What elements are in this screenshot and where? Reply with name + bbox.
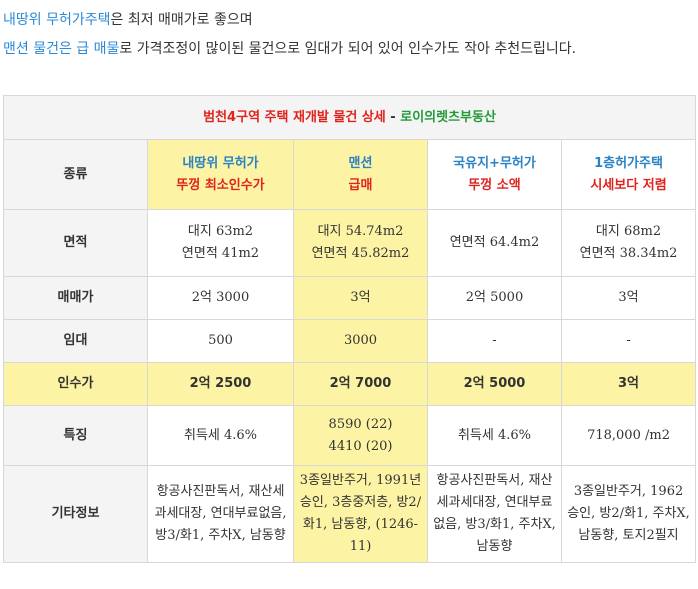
type-line-1: 1층허가주택 <box>594 155 663 171</box>
area-line-1: 대지 54.74m2 <box>317 224 404 239</box>
table-row-sale-price: 매매가 2억 3000 3억 2억 5000 3억 <box>3 276 697 320</box>
type-line-2: 급매 <box>348 177 373 193</box>
property-table: 범천4구역 주택 재개발 물건 상세 - 로이의렛츠부동산 종류 내땅위 무허가… <box>2 95 697 563</box>
table-cell: 3억 <box>560 276 697 320</box>
table-cell: 2억 7000 <box>293 362 428 406</box>
row-label-sale-price: 매매가 <box>3 276 148 320</box>
table-title-row: 범천4구역 주택 재개발 물건 상세 - 로이의렛츠부동산 <box>2 95 697 140</box>
table-row-acquisition: 인수가 2억 2500 2억 7000 2억 5000 3억 <box>3 362 697 406</box>
type-line-2: 뚜껑 최소인수가 <box>176 177 265 193</box>
type-line-2: 시세보다 저렴 <box>590 177 667 193</box>
table-cell: 취득세 4.6% <box>147 405 294 466</box>
table-cell: 2억 5000 <box>427 276 562 320</box>
feature-line-2: 4410 (20) <box>328 438 393 454</box>
table-row-lease: 임대 500 3000 - - <box>3 319 697 363</box>
table-cell: - <box>427 319 562 363</box>
table-row-area: 면적 대지 63m2 연면적 41m2 대지 54.74m2 연면적 45.82m2… <box>3 209 697 277</box>
table-cell: 2억 3000 <box>147 276 294 320</box>
table-cell: 3000 <box>293 319 428 363</box>
row-label-other: 기타정보 <box>3 465 148 563</box>
row-label-lease: 임대 <box>3 319 148 363</box>
row-label-area: 면적 <box>3 209 148 277</box>
feature-line-1: 취득세 4.6% <box>183 427 258 443</box>
feature-line-1: 취득세 4.6% <box>457 427 532 443</box>
feature-line-1: 718,000 /m2 <box>587 427 670 443</box>
table-cell: 2억 5000 <box>427 362 562 406</box>
table-row-other: 기타정보 항공사진판독서, 재산세과세대장, 연대부료없음, 방3/화1, 주차… <box>3 465 697 563</box>
type-line-2: 뚜껑 소액 <box>468 177 521 193</box>
area-line-2: 연면적 38.34m2 <box>579 246 678 261</box>
table-cell: 대지 54.74m2 연면적 45.82m2 <box>293 209 428 277</box>
table-cell: 항공사진판독서, 재산세과세대장, 연대부료없음, 방3/화1, 주차X, 남동… <box>147 465 294 563</box>
intro-highlight-1: 내땅위 무허가주택 <box>3 12 111 28</box>
type-line-1: 맨션 <box>348 155 373 171</box>
table-cell: 2억 2500 <box>147 362 294 406</box>
intro-text-1: 은 최저 매매가로 좋으며 <box>110 12 253 28</box>
table-cell: 8590 (22) 4410 (20) <box>293 405 428 466</box>
intro-line-1: 내땅위 무허가주택은 최저 매매가로 좋으며 <box>3 6 693 35</box>
table-cell: 대지 68m2 연면적 38.34m2 <box>560 209 697 277</box>
area-line-1: 연면적 64.4m2 <box>449 235 540 250</box>
table-cell: 대지 63m2 연면적 41m2 <box>147 209 294 277</box>
intro-text: 내땅위 무허가주택은 최저 매매가로 좋으며 맨션 물건은 급 매물로 가격조정… <box>3 6 693 64</box>
table-title-main: 범천4구역 주택 재개발 물건 상세 <box>203 109 386 125</box>
table-cell: 3종일반주거, 1962 승인, 방2/화1, 주차X, 남동향, 토지2필지 <box>560 465 697 563</box>
table-title: 범천4구역 주택 재개발 물건 상세 - 로이의렛츠부동산 <box>2 95 697 140</box>
type-line-1: 국유지+무허가 <box>453 155 536 171</box>
table-cell: 3억 <box>293 276 428 320</box>
area-line-1: 대지 63m2 <box>187 224 254 239</box>
feature-line-1: 8590 (22) <box>328 416 393 432</box>
row-label-features: 특징 <box>3 405 148 466</box>
table-cell: 718,000 /m2 <box>560 405 697 466</box>
row-label-acquisition: 인수가 <box>3 362 148 406</box>
table-title-agency: 로이의렛츠부동산 <box>400 109 496 125</box>
table-cell: 항공사진판독서, 재산세과세대장, 연대부료 없음, 방3/화1, 주차X, 남… <box>427 465 562 563</box>
type-line-1: 내땅위 무허가 <box>182 155 259 171</box>
intro-line-2: 맨션 물건은 급 매물로 가격조정이 많이된 물건으로 임대가 되어 있어 인수… <box>3 35 693 64</box>
area-line-1: 대지 68m2 <box>595 224 662 239</box>
area-line-2: 연면적 41m2 <box>181 246 260 261</box>
table-cell: 3억 <box>560 362 697 406</box>
table-title-separator: - <box>385 109 401 125</box>
table-cell: 500 <box>147 319 294 363</box>
row-label-type: 종류 <box>3 139 148 210</box>
intro-highlight-2: 맨션 물건은 급 매물 <box>3 41 120 57</box>
table-cell: 연면적 64.4m2 <box>427 209 562 277</box>
intro-text-2: 로 가격조정이 많이된 물건으로 임대가 되어 있어 인수가도 작아 추천드립니… <box>119 41 577 57</box>
table-row-features: 특징 취득세 4.6% 8590 (22) 4410 (20) 취득세 4.6% … <box>3 405 697 466</box>
table-cell: - <box>560 319 697 363</box>
table-cell: 3종일반주거, 1991년 승인, 3층중저층, 방2/화1, 남동향, (12… <box>293 465 428 563</box>
area-line-2: 연면적 45.82m2 <box>311 246 410 261</box>
table-cell: 취득세 4.6% <box>427 405 562 466</box>
